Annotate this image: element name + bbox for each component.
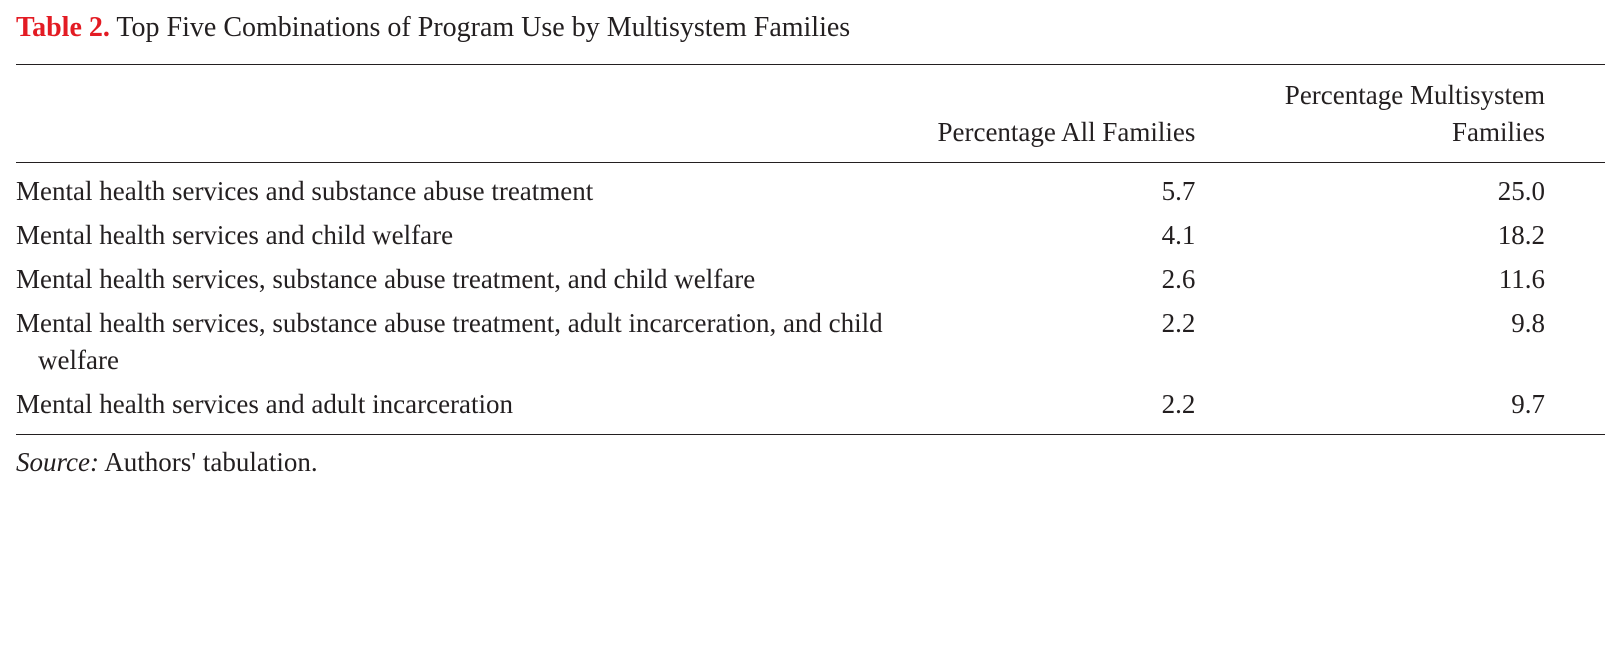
cell-all: 2.2 bbox=[906, 383, 1256, 434]
col-header-multi: Percentage Multisystem Families bbox=[1255, 65, 1605, 163]
table-row: Mental health services, substance abuse … bbox=[16, 258, 1605, 302]
col-header-all: Percentage All Families bbox=[906, 65, 1256, 163]
cell-label: Mental health services and adult incarce… bbox=[16, 383, 906, 434]
cell-all: 2.6 bbox=[906, 258, 1256, 302]
cell-label: Mental health services, substance abuse … bbox=[16, 302, 906, 384]
caption-title: Top Five Combinations of Program Use by … bbox=[110, 12, 850, 43]
cell-multi: 9.7 bbox=[1255, 383, 1605, 434]
source-label: Source: bbox=[16, 447, 99, 477]
table-header-row: Percentage All Families Percentage Multi… bbox=[16, 65, 1605, 163]
cell-all: 2.2 bbox=[906, 302, 1256, 384]
cell-multi: 11.6 bbox=[1255, 258, 1605, 302]
table-row: Mental health services and adult incarce… bbox=[16, 383, 1605, 434]
table-source: Source: Authors' tabulation. bbox=[16, 445, 1605, 480]
cell-multi: 18.2 bbox=[1255, 214, 1605, 258]
table-caption: Table 2. Top Five Combinations of Progra… bbox=[16, 10, 1605, 46]
data-table: Percentage All Families Percentage Multi… bbox=[16, 64, 1605, 435]
table-container: Table 2. Top Five Combinations of Progra… bbox=[16, 10, 1605, 480]
table-row: Mental health services, substance abuse … bbox=[16, 302, 1605, 384]
cell-all: 4.1 bbox=[906, 214, 1256, 258]
cell-all: 5.7 bbox=[906, 163, 1256, 214]
table-row: Mental health services and child welfare… bbox=[16, 214, 1605, 258]
cell-multi: 25.0 bbox=[1255, 163, 1605, 214]
cell-label: Mental health services and child welfare bbox=[16, 214, 906, 258]
caption-prefix: Table 2. bbox=[16, 12, 110, 43]
cell-label: Mental health services and substance abu… bbox=[16, 163, 906, 214]
source-text: Authors' tabulation. bbox=[99, 447, 318, 477]
cell-label: Mental health services, substance abuse … bbox=[16, 258, 906, 302]
cell-multi: 9.8 bbox=[1255, 302, 1605, 384]
col-header-label bbox=[16, 65, 906, 163]
table-row: Mental health services and substance abu… bbox=[16, 163, 1605, 214]
